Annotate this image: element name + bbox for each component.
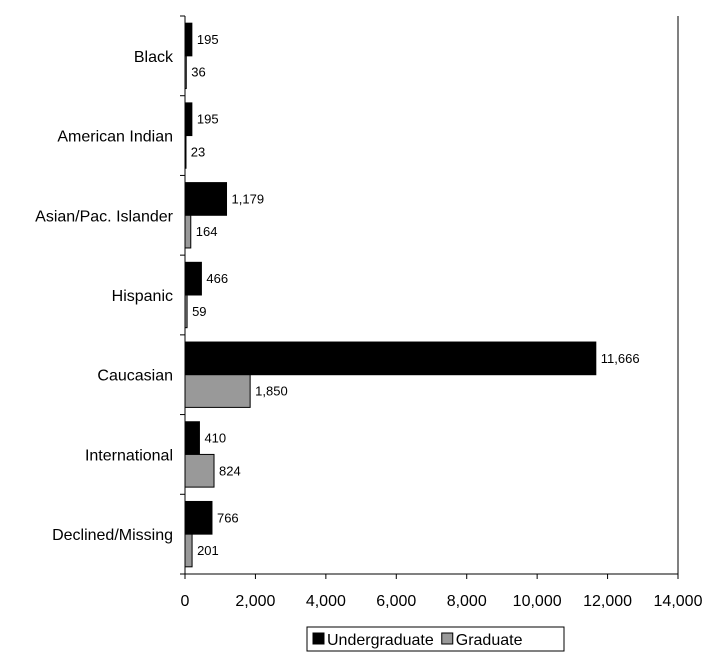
bar-graduate-black <box>184 55 187 90</box>
data-label-undergraduate-hispanic: 466 <box>206 271 228 286</box>
data-label-undergraduate-american-indian: 195 <box>197 112 219 127</box>
legend-box <box>306 626 565 652</box>
x-tick-label: 12,000 <box>583 593 632 610</box>
category-label-declined-missing: Declined/Missing <box>52 527 173 544</box>
bar-undergraduate-black <box>184 22 193 57</box>
bar-undergraduate-hispanic <box>184 261 202 296</box>
category-label-hispanic: Hispanic <box>112 288 173 305</box>
data-label-undergraduate-caucasian: 11,666 <box>601 351 640 366</box>
bars <box>184 22 597 568</box>
legend: Undergraduate Graduate <box>306 626 565 652</box>
x-axis: 0 2,000 4,000 6,000 8,000 10,000 12,000 14,000 <box>181 574 703 610</box>
data-label-undergraduate-asian-pac-islander: 1,179 <box>232 191 265 206</box>
x-tick-label: 2,000 <box>235 593 275 610</box>
legend-swatch-graduate <box>441 632 454 645</box>
bar-undergraduate-caucasian <box>184 341 597 376</box>
bar-graduate-caucasian <box>184 374 251 408</box>
legend-label-graduate: Graduate <box>456 632 523 649</box>
data-label-graduate-hispanic: 59 <box>192 304 206 319</box>
bar-graduate-hispanic <box>184 294 188 329</box>
bar-undergraduate-international <box>184 421 200 455</box>
bar-undergraduate-american-indian <box>184 102 193 137</box>
bar-undergraduate-asian-pac-islander <box>184 182 228 216</box>
x-tick-label: 4,000 <box>306 593 346 610</box>
x-tick-label: 10,000 <box>513 593 562 610</box>
category-label-asian-pac-islander: Asian/Pac. Islander <box>35 208 174 225</box>
category-labels: Black American Indian Asian/Pac. Islander H… <box>35 49 174 544</box>
data-label-graduate-caucasian: 1,850 <box>255 384 288 399</box>
data-label-undergraduate-international: 410 <box>204 431 226 446</box>
x-tick-label: 14,000 <box>654 593 703 610</box>
bar-graduate-international <box>184 453 215 488</box>
x-tick-label: 0 <box>181 593 190 610</box>
category-label-caucasian: Caucasian <box>97 368 173 385</box>
bar-graduate-asian-pac-islander <box>184 214 192 249</box>
bar-graduate-american-indian <box>184 135 187 169</box>
data-label-undergraduate-declined-missing: 766 <box>217 510 239 525</box>
data-label-graduate-international: 824 <box>219 463 241 478</box>
category-label-american-indian: American Indian <box>57 129 173 146</box>
plot-area <box>180 15 679 575</box>
category-label-black: Black <box>134 49 174 66</box>
data-label-graduate-american-indian: 23 <box>191 144 205 159</box>
data-label-undergraduate-black: 195 <box>197 32 219 47</box>
x-tick-label: 8,000 <box>447 593 487 610</box>
bar-undergraduate-declined-missing <box>184 500 213 535</box>
data-label-graduate-declined-missing: 201 <box>197 543 219 558</box>
data-label-graduate-asian-pac-islander: 164 <box>196 224 218 239</box>
bar-graduate-declined-missing <box>184 533 193 568</box>
category-label-international: International <box>85 447 173 464</box>
x-tick-label: 6,000 <box>376 593 416 610</box>
data-labels: 195 36 195 23 1,179 164 466 59 11,666 1,850 410 824… <box>191 32 640 558</box>
legend-swatch-undergraduate <box>312 632 325 645</box>
legend-label-undergraduate: Undergraduate <box>327 632 434 649</box>
data-label-graduate-black: 36 <box>191 65 205 80</box>
